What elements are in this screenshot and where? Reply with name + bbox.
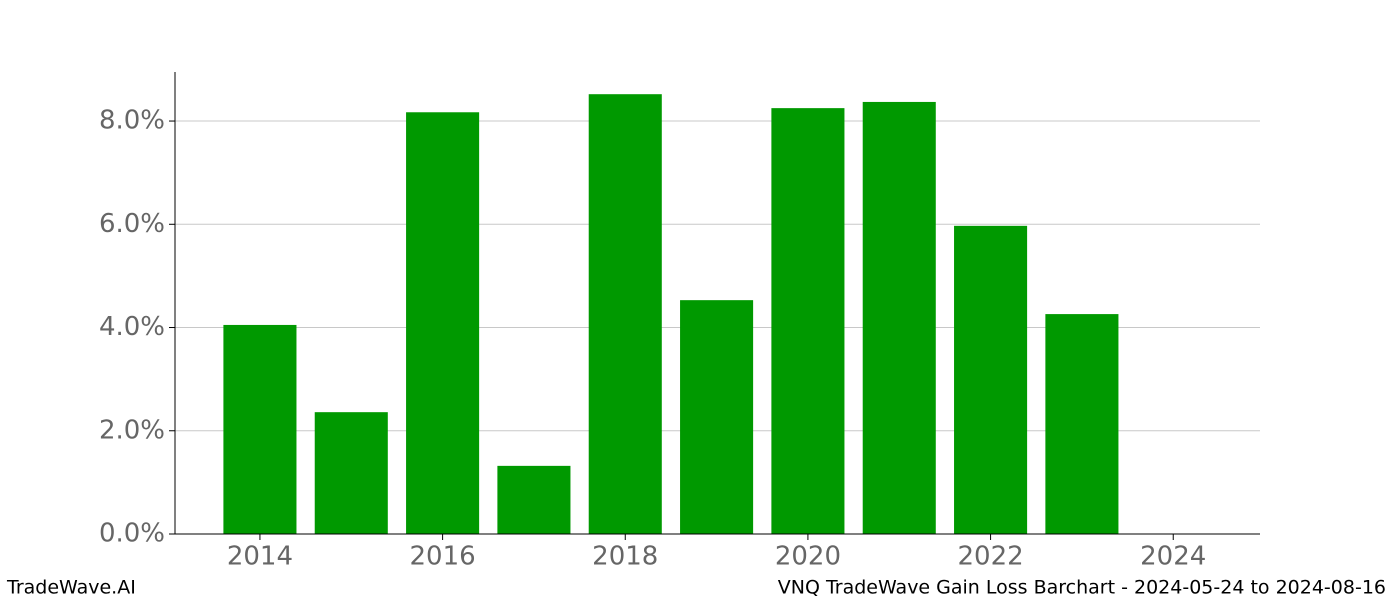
bar xyxy=(497,465,571,534)
brand: TradeWave.AI xyxy=(6,577,136,599)
bar xyxy=(954,225,1028,534)
x-tick-label: 2020 xyxy=(775,542,841,572)
x-tick-label: 2016 xyxy=(410,542,476,572)
bar xyxy=(1045,314,1119,534)
chart-title: VNQ TradeWave Gain Loss Barchart - 2024-… xyxy=(778,577,1386,599)
x-tick-label: 2022 xyxy=(957,542,1023,572)
bar xyxy=(862,101,936,534)
bar xyxy=(588,94,662,534)
bar xyxy=(223,324,297,534)
y-tick-label: 2.0% xyxy=(99,415,165,445)
bar xyxy=(406,112,480,535)
y-tick-label: 0.0% xyxy=(99,519,165,549)
y-tick-label: 6.0% xyxy=(99,209,165,239)
y-tick-label: 4.0% xyxy=(99,312,165,342)
x-tick-label: 2024 xyxy=(1140,542,1206,572)
bar xyxy=(680,300,754,534)
bar xyxy=(314,412,388,534)
x-tick-label: 2014 xyxy=(227,542,293,572)
x-tick-label: 2018 xyxy=(592,542,658,572)
y-tick-label: 8.0% xyxy=(99,106,165,136)
bar xyxy=(771,108,845,534)
